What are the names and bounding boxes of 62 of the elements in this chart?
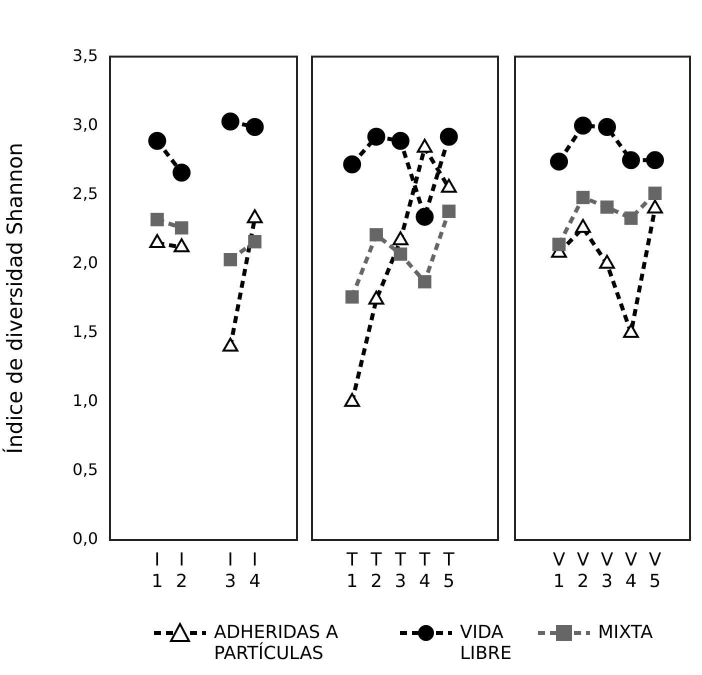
point: [174, 221, 188, 235]
point: [370, 228, 383, 242]
point: [600, 200, 614, 214]
point: [574, 116, 592, 135]
y-tick-label: 1,0: [72, 391, 98, 410]
y-tick-label: 2,0: [72, 252, 98, 272]
x-tick-label: I 2: [176, 549, 188, 592]
point: [221, 112, 240, 131]
y-tick-label: 0,0: [72, 529, 98, 548]
x-tick-label: I 3: [224, 549, 236, 592]
point: [575, 218, 591, 233]
x-tick-label: I 4: [249, 549, 261, 592]
point: [343, 155, 362, 174]
point: [418, 275, 432, 288]
x-tick-label: I 1: [151, 549, 163, 592]
x-tick-label: V 5: [648, 549, 662, 592]
point: [222, 338, 238, 352]
point: [392, 132, 410, 150]
point: [622, 151, 640, 170]
point: [647, 200, 663, 214]
legend-label: ADHERIDAS A PARTÍCULAS: [214, 622, 340, 664]
x-tick-label: T 1: [346, 549, 359, 592]
point: [552, 238, 566, 252]
point: [648, 186, 662, 200]
point: [224, 252, 238, 266]
y-axis-title: Índice de diversidad Shannon: [2, 142, 28, 454]
point: [150, 212, 164, 226]
point: [623, 324, 639, 338]
point: [246, 209, 263, 224]
y-tick-label: 1,5: [72, 322, 98, 341]
x-tick-label: V 3: [600, 549, 614, 592]
point: [248, 235, 262, 248]
point: [598, 118, 616, 136]
y-tick-label: 0,5: [72, 460, 98, 480]
point: [148, 132, 166, 150]
point: [442, 204, 456, 218]
point: [246, 118, 264, 136]
x-tick-label: V 4: [624, 549, 638, 592]
point: [367, 128, 386, 146]
x-tick-label: T 3: [394, 549, 407, 592]
point: [440, 128, 458, 146]
y-tick-label: 2,5: [72, 184, 98, 203]
point: [394, 247, 408, 261]
y-tick-label: 3,5: [72, 46, 98, 65]
point: [599, 254, 615, 269]
x-tick-label: T 2: [370, 549, 383, 592]
point: [172, 164, 191, 182]
point: [345, 290, 359, 304]
point: [174, 238, 190, 252]
x-tick-label: V 1: [552, 549, 566, 592]
point: [576, 190, 590, 204]
x-tick-label: T 4: [418, 549, 432, 592]
point: [550, 152, 568, 171]
x-tick-label: T 5: [442, 549, 456, 592]
point: [646, 151, 664, 170]
x-tick-label: V 2: [576, 549, 590, 592]
point: [416, 208, 434, 226]
legend-label: MIXTA: [598, 622, 654, 643]
point: [149, 234, 166, 248]
point: [624, 212, 638, 225]
legend-label: VIDA LIBRE: [460, 622, 513, 664]
y-tick-label: 3,0: [72, 114, 98, 134]
